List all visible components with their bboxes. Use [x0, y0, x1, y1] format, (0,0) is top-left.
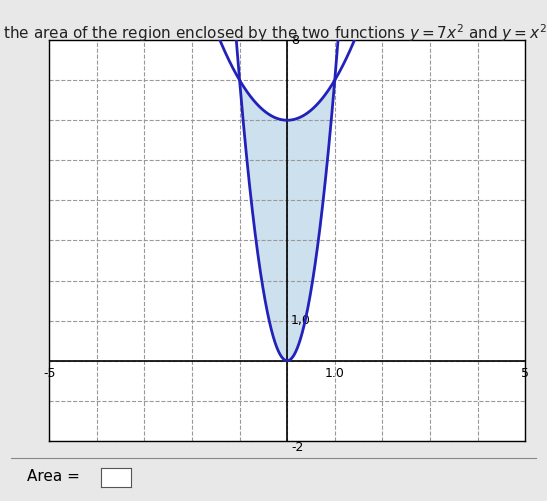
- Text: Find the area of the region enclosed by the two functions $y = 7x^2$ and $y = x^: Find the area of the region enclosed by …: [0, 23, 547, 44]
- Text: 5: 5: [521, 367, 529, 380]
- Text: 1.0: 1.0: [325, 367, 345, 380]
- Text: -5: -5: [43, 367, 55, 380]
- Text: 1,0: 1,0: [291, 314, 311, 327]
- Text: -2: -2: [291, 441, 304, 454]
- Text: Area =: Area =: [27, 469, 80, 484]
- Text: 8: 8: [291, 34, 299, 47]
